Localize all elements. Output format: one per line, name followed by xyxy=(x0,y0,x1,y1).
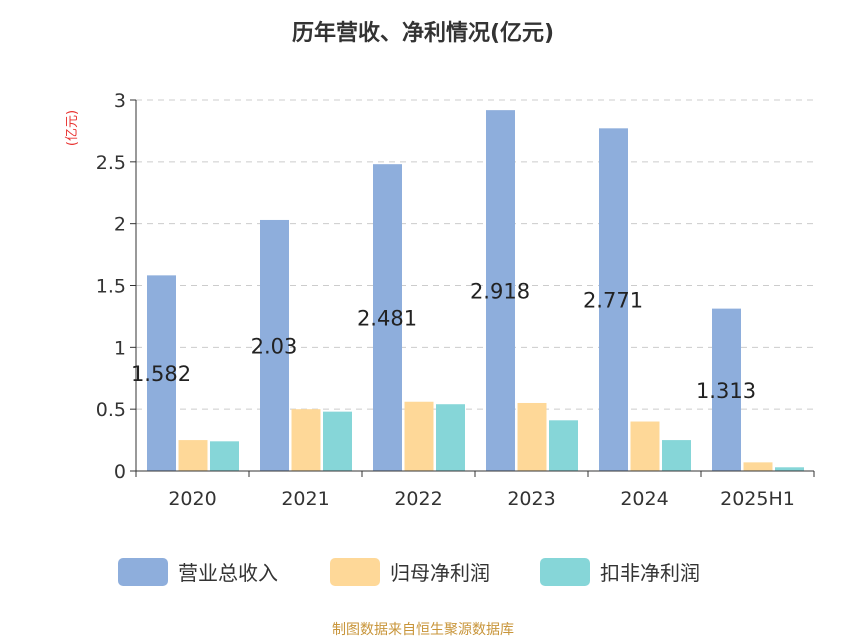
bar-2-2025H1 xyxy=(775,467,804,471)
bar-2-2021 xyxy=(323,411,352,471)
bar-0-2021 xyxy=(260,219,289,471)
bar-0-2025H1 xyxy=(712,308,741,471)
bar-0-2023 xyxy=(486,110,515,472)
bar-0-2024 xyxy=(599,128,628,471)
bar-1-2022 xyxy=(404,401,434,471)
y-tick-label: 2 xyxy=(114,214,126,236)
y-tick-label: 0 xyxy=(114,461,126,483)
chart-title: 历年营收、净利情况(亿元) xyxy=(292,20,554,46)
bar-2-2024 xyxy=(662,440,691,471)
legend-swatch xyxy=(118,558,168,586)
data-label: 2.03 xyxy=(251,334,298,358)
y-tick-label: 1.5 xyxy=(96,276,126,298)
bar-2-2022 xyxy=(436,404,465,471)
x-tick-label: 2020 xyxy=(168,488,216,510)
x-tick-label: 2023 xyxy=(507,488,555,510)
bar-1-2020 xyxy=(178,440,208,471)
data-label: 1.582 xyxy=(131,362,191,386)
y-axis-label: (亿元) xyxy=(65,110,80,146)
y-tick-label: 2.5 xyxy=(96,152,126,174)
legend-swatch xyxy=(330,558,380,586)
data-label: 2.481 xyxy=(357,307,417,331)
bar-2-2020 xyxy=(210,441,239,471)
bar-1-2023 xyxy=(517,402,547,471)
x-tick-label: 2021 xyxy=(281,488,329,510)
x-tick-label: 2025H1 xyxy=(720,488,795,510)
data-label: 1.313 xyxy=(696,379,756,403)
source-note: 制图数据来自恒生聚源数据库 xyxy=(332,622,514,638)
legend-label: 营业总收入 xyxy=(178,561,278,585)
y-tick-label: 0.5 xyxy=(96,399,126,421)
legend-label: 扣非净利润 xyxy=(600,561,700,585)
bar-0-2020 xyxy=(147,275,176,471)
x-tick-label: 2022 xyxy=(394,488,442,510)
bar-0-2022 xyxy=(373,164,402,472)
bar-2-2023 xyxy=(549,420,578,471)
data-label: 2.771 xyxy=(583,289,643,313)
legend-label: 归母净利润 xyxy=(390,561,490,585)
bar-1-2024 xyxy=(630,421,660,471)
x-tick-label: 2024 xyxy=(620,488,668,510)
y-tick-label: 1 xyxy=(114,337,126,359)
y-tick-label: 3 xyxy=(114,90,126,112)
bar-1-2021 xyxy=(291,409,321,471)
bar-1-2025H1 xyxy=(743,462,773,471)
data-label: 2.918 xyxy=(470,280,530,304)
legend-swatch xyxy=(540,558,590,586)
